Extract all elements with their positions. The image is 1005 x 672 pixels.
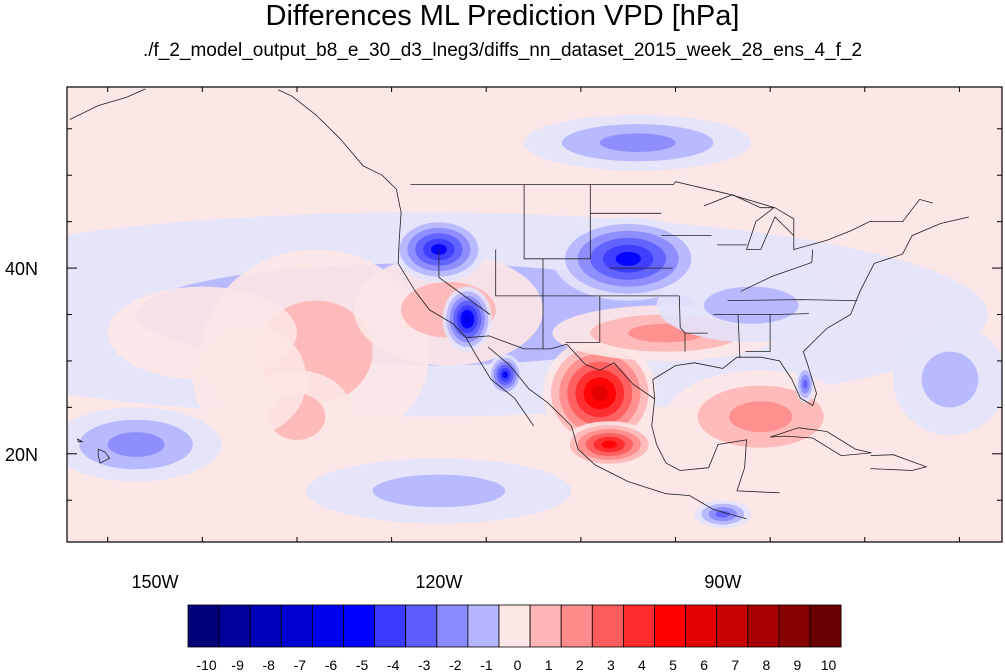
colorbar-label: 7 (731, 657, 739, 672)
coastline-segment-15 (565, 295, 601, 343)
coastline-segment-2 (652, 216, 969, 407)
colorbar-label: 1 (545, 657, 553, 672)
coastline-segment-7 (769, 427, 872, 457)
coastline-segment-9 (97, 448, 111, 464)
colorbar-label: -6 (325, 657, 338, 672)
colorbar-box (623, 604, 655, 648)
coastline-segment-26 (737, 314, 741, 359)
y-tick-label: 40N (5, 259, 38, 279)
field-region-12-level-2 (599, 133, 676, 152)
coastline-segment-12 (69, 88, 146, 120)
colorbar-box (280, 604, 313, 648)
colorbar-label: 5 (669, 657, 677, 672)
colorbar-box (716, 604, 749, 648)
colorbar-box (809, 604, 842, 648)
x-tick-label: 120W (415, 572, 462, 592)
coastline-segment-3 (651, 398, 780, 494)
colorbar-box (405, 604, 438, 648)
coastline-segment-16 (438, 249, 491, 315)
field-region-10-level-5 (502, 371, 509, 379)
field-region-5-level-0 (192, 323, 307, 436)
colorbar-label: 9 (794, 657, 802, 672)
field-region-16-level-2 (729, 401, 793, 433)
coastline-segment-4 (410, 181, 934, 251)
field-region-14-level-5 (601, 440, 618, 449)
colorbar-label: 8 (762, 657, 770, 672)
coastline-segment-17 (495, 249, 680, 297)
plot-title: Differences ML Prediction VPD [hPa] (265, 0, 740, 32)
colorbar-label: 4 (638, 657, 646, 672)
colorbar-box (311, 604, 344, 648)
colorbar-label: -9 (231, 657, 244, 672)
colorbar-box (467, 604, 500, 648)
colorbar-box (778, 604, 811, 648)
coastline-segment-1 (487, 346, 747, 520)
colorbar-box (343, 604, 376, 648)
colorbar-label: -7 (294, 657, 307, 672)
colorbar-box (498, 604, 531, 648)
field-region-11-level-5 (615, 251, 641, 266)
field-region-13-level-6 (591, 385, 608, 402)
coastline-segment-25 (713, 313, 809, 315)
coastline-segment-20 (678, 295, 686, 334)
colorbar-box (218, 604, 251, 648)
colorbar-box (591, 604, 624, 648)
field-region-19-level-1 (921, 351, 979, 408)
colorbar-label: -5 (356, 657, 369, 672)
colorbar-label: 3 (607, 657, 615, 672)
colorbar: -10 -9 -8 -7 -6 -5 -4 -3 -2 -1 0 1 2 3 4 5 6 7 8 9 10 (187, 604, 842, 672)
colorbar-label: -3 (418, 657, 431, 672)
x-tick-label: 150W (131, 572, 178, 592)
coastline-segment-23 (740, 249, 814, 292)
coastline-segment-0 (395, 189, 534, 427)
plot-subtitle: ./f_2_model_output_b8_e_30_d3_lneg3/diff… (142, 40, 863, 61)
coastline-segment-6 (703, 194, 795, 250)
colorbar-label: -10 (196, 657, 216, 672)
colorbar-label: 6 (700, 657, 708, 672)
coastline-segment-5 (466, 335, 655, 400)
field-region-17-level-3 (802, 379, 808, 389)
y-tick-label: 20N (5, 445, 38, 465)
colorbar-box (685, 604, 718, 648)
coastline-segment-8 (870, 454, 928, 471)
coastline-segment-13 (523, 184, 591, 260)
coastline-segment-10 (77, 438, 84, 443)
field-region-6-level-2 (107, 432, 165, 457)
colorbar-label: -8 (263, 657, 276, 672)
field-region-20-level-3 (715, 510, 730, 518)
colorbar-box (560, 604, 593, 648)
coastline-segment-24 (727, 299, 858, 301)
colorbar-box (436, 604, 469, 648)
colorbar-box (374, 604, 407, 648)
colorbar-box (249, 604, 282, 648)
colorbar-box (654, 604, 687, 648)
colorbar-label: 10 (821, 657, 837, 672)
colorbar-label: -1 (480, 657, 493, 672)
vpd-difference-field (67, 87, 1002, 542)
colorbar-label: -2 (449, 657, 462, 672)
coastline-borders (69, 88, 969, 520)
colorbar-box (187, 604, 220, 648)
coastline-segment-11 (277, 89, 397, 190)
x-tick-label: 90W (704, 572, 741, 592)
field-region-9-level-6 (463, 314, 471, 324)
colorbar-box (747, 604, 780, 648)
axis-ticks: 150W 120W 90W 40N 20N (5, 87, 1002, 592)
colorbar-label: -4 (387, 657, 400, 672)
colorbar-label: 0 (514, 657, 522, 672)
coastline-segment-28 (684, 332, 708, 352)
colorbar-label: 2 (576, 657, 584, 672)
field-region-18-level-1 (703, 286, 799, 324)
coastline-segment-27 (745, 314, 771, 352)
colorbar-box (529, 604, 562, 648)
field-region-7-level-1 (372, 474, 506, 508)
